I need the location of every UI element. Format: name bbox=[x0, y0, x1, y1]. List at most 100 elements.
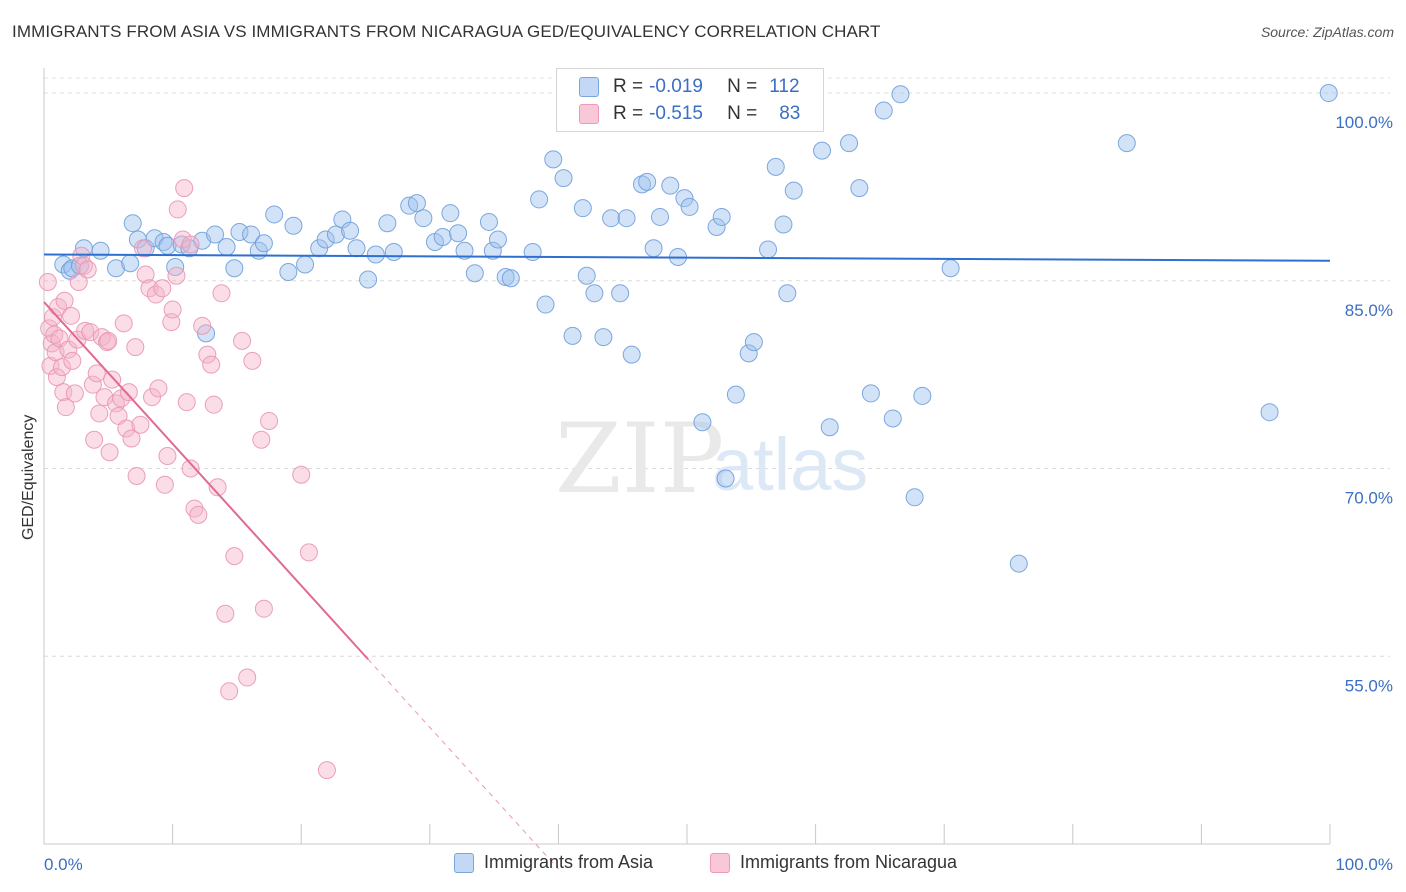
tick-labels: 55.0% 70.0% 85.0% 100.0% 0.0% 100.0% bbox=[44, 113, 1393, 874]
asia-data-point bbox=[650, 207, 669, 226]
asia-data-point bbox=[594, 328, 613, 347]
nicaragua-data-point bbox=[99, 331, 118, 350]
asia-data-point bbox=[483, 241, 502, 260]
asia-data-point bbox=[774, 215, 793, 234]
y-tick-label: 55.0% bbox=[1345, 676, 1393, 695]
nicaragua-data-point bbox=[212, 284, 231, 303]
asia-data-point bbox=[766, 157, 785, 176]
chart-title: IMMIGRANTS FROM ASIA VS IMMIGRANTS FROM … bbox=[12, 22, 881, 41]
legend-row-nicaragua: R = -0.515 N = 83 bbox=[579, 102, 800, 126]
nicaragua-data-point bbox=[90, 404, 109, 423]
nicaragua-data-point bbox=[44, 308, 63, 327]
nicaragua-data-point bbox=[85, 430, 104, 449]
legend-row-asia: R = -0.019 N = 112 bbox=[579, 75, 800, 99]
legend-n-label: N = bbox=[727, 103, 758, 124]
y-tick-label: 85.0% bbox=[1345, 301, 1393, 320]
y-tick-label: 100.0% bbox=[1335, 113, 1393, 132]
nicaragua-data-point bbox=[56, 398, 75, 417]
asia-data-point bbox=[242, 225, 261, 244]
asia-data-point bbox=[455, 241, 474, 260]
axes bbox=[43, 68, 1331, 845]
asia-data-point bbox=[433, 227, 452, 246]
nicaragua-trend-line bbox=[43, 301, 369, 660]
nicaragua-data-point bbox=[181, 235, 200, 254]
nicaragua-data-point bbox=[41, 356, 60, 375]
nicaragua-data-point bbox=[198, 345, 217, 364]
asia-data-point bbox=[883, 409, 902, 428]
nicaragua-trend-extension bbox=[367, 658, 559, 870]
trend-lines bbox=[43, 253, 1331, 870]
nicaragua-data-point bbox=[134, 239, 153, 258]
asia-data-point bbox=[530, 190, 549, 209]
asia-data-point bbox=[217, 237, 236, 256]
nicaragua-data-point bbox=[59, 340, 78, 359]
nicaragua-data-point bbox=[254, 599, 273, 618]
asia-data-point bbox=[784, 181, 803, 200]
nicaragua-data-point bbox=[114, 314, 133, 333]
nicaragua-data-point bbox=[208, 478, 227, 497]
asia-trend-line bbox=[43, 253, 1331, 262]
asia-data-point bbox=[316, 230, 335, 249]
asia-data-point bbox=[739, 344, 758, 363]
watermark: ZIP atlas bbox=[555, 403, 868, 515]
nicaragua-data-point bbox=[233, 331, 252, 350]
nicaragua-data-point bbox=[193, 316, 212, 335]
nicaragua-data-point bbox=[63, 351, 82, 370]
bottom-legend-nicaragua: Immigrants from Nicaragua bbox=[710, 852, 957, 873]
asia-data-point bbox=[813, 141, 832, 160]
asia-data-point bbox=[123, 214, 142, 233]
nicaragua-data-point bbox=[238, 668, 257, 687]
x-tick-label: 0.0% bbox=[44, 855, 83, 874]
nicaragua-data-point bbox=[153, 279, 172, 298]
asia-data-point bbox=[284, 216, 303, 235]
nicaragua-data-point bbox=[158, 447, 177, 465]
nicaragua-data-point bbox=[81, 323, 100, 342]
asia-data-point bbox=[638, 172, 657, 191]
legend-r-label: R = bbox=[613, 103, 644, 124]
source-label: Source: ZipAtlas.com bbox=[1260, 24, 1394, 40]
nicaragua-data-point bbox=[136, 265, 155, 284]
legend-r-label: R = bbox=[613, 76, 644, 97]
asia-data-point bbox=[712, 207, 731, 226]
nicaragua-data-point bbox=[122, 429, 141, 448]
asia-data-point bbox=[206, 225, 225, 244]
nicaragua-data-point bbox=[119, 383, 138, 402]
asia-data-point bbox=[341, 221, 360, 240]
asia-data-point bbox=[107, 259, 126, 278]
nicaragua-data-point bbox=[317, 761, 336, 780]
nicaragua-data-point bbox=[62, 306, 81, 325]
asia-data-point bbox=[265, 205, 284, 224]
y-axis-label: GED/Equivalency bbox=[20, 414, 37, 540]
asia-data-point bbox=[891, 85, 910, 104]
nicaragua-data-point bbox=[117, 419, 136, 438]
asia-data-point bbox=[716, 469, 735, 488]
asia-data-point bbox=[1117, 134, 1136, 153]
nicaragua-data-point bbox=[100, 443, 119, 462]
asia-data-point bbox=[479, 212, 498, 231]
asia-data-point bbox=[366, 245, 385, 264]
nicaragua-data-point bbox=[168, 200, 187, 219]
asia-data-point bbox=[449, 224, 468, 243]
y-tick-label: 70.0% bbox=[1345, 489, 1393, 508]
nicaragua-data-point bbox=[47, 368, 66, 387]
nicaragua-data-point bbox=[131, 415, 150, 434]
nicaragua-data-point bbox=[143, 388, 162, 407]
asia-data-point bbox=[617, 209, 636, 228]
asia-data-point bbox=[121, 254, 140, 273]
asia-legend-label: Immigrants from Asia bbox=[484, 852, 654, 872]
asia-data-point bbox=[661, 176, 680, 195]
nicaragua-data-point bbox=[87, 364, 106, 383]
asia-data-point bbox=[585, 284, 604, 303]
asia-data-point bbox=[675, 189, 694, 208]
asia-data-point bbox=[622, 345, 641, 364]
asia-data-point bbox=[861, 384, 880, 403]
asia-data-point bbox=[840, 134, 859, 153]
asia-data-point bbox=[501, 269, 520, 288]
asia-data-point bbox=[644, 239, 663, 258]
asia-data-point bbox=[407, 194, 426, 213]
asia-data-point bbox=[230, 222, 249, 241]
nicaragua-data-point bbox=[260, 411, 279, 430]
asia-data-point bbox=[726, 385, 745, 404]
asia-data-point bbox=[874, 101, 893, 120]
